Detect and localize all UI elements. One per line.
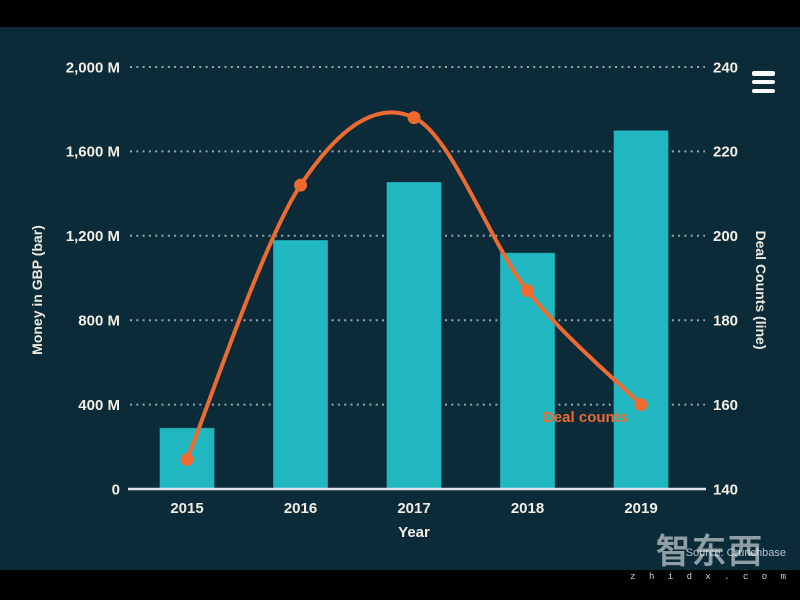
x-tick-label: 2017 xyxy=(397,500,430,517)
line-marker-2016[interactable] xyxy=(294,178,307,192)
line-marker-2018[interactable] xyxy=(521,284,534,298)
x-tick-label: 2018 xyxy=(511,500,544,517)
y-right-tick-label: 220 xyxy=(713,144,738,161)
line-marker-2017[interactable] xyxy=(407,111,421,125)
top-letterbox xyxy=(0,0,800,27)
bottom-letterbox xyxy=(0,570,800,600)
bar-2019[interactable] xyxy=(613,129,669,490)
y-right-tick-label: 160 xyxy=(713,397,738,414)
y-left-tick-label: 0 xyxy=(112,481,120,498)
y-left-tick-label: 2,000 M xyxy=(66,59,120,76)
y-right-tick-label: 200 xyxy=(713,228,738,245)
x-tick-label: 2016 xyxy=(284,500,317,517)
bar-2016[interactable] xyxy=(272,239,329,490)
left-axis-title: Money in GBP (bar) xyxy=(29,225,45,355)
bar-2017[interactable] xyxy=(386,181,442,490)
y-right-tick-label: 140 xyxy=(713,481,738,498)
deal-counts-annotation: Deal counts xyxy=(543,409,629,426)
hamburger-bar xyxy=(752,79,775,85)
y-right-tick-label: 180 xyxy=(713,312,738,329)
source-credit: Source: Crunchbase xyxy=(685,547,786,559)
line-marker-2015[interactable] xyxy=(180,452,194,466)
right-axis-title: Deal Counts (line) xyxy=(753,230,769,350)
y-left-tick-label: 800 M xyxy=(78,312,120,329)
x-tick-label: 2019 xyxy=(624,500,657,517)
hamburger-menu-icon[interactable] xyxy=(752,70,777,94)
line-marker-2019[interactable] xyxy=(634,398,648,412)
y-left-tick-label: 1,200 M xyxy=(66,228,120,245)
x-tick-label: 2015 xyxy=(170,500,203,517)
y-right-tick-label: 240 xyxy=(713,59,738,76)
hamburger-bar xyxy=(752,71,775,76)
hamburger-bar xyxy=(752,88,775,93)
x-axis-title: Year xyxy=(398,524,430,541)
y-left-tick-label: 400 M xyxy=(78,397,120,414)
y-left-tick-label: 1,600 M xyxy=(66,144,120,161)
